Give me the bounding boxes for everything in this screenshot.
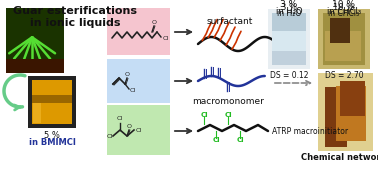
Text: DS = 0.12: DS = 0.12: [270, 71, 308, 80]
Text: Cl: Cl: [200, 112, 208, 118]
Text: O: O: [127, 123, 132, 128]
Bar: [33, 103, 41, 123]
Text: 5 %: 5 %: [44, 131, 60, 140]
Text: DS = 2.70: DS = 2.70: [325, 71, 363, 80]
Bar: [6, 8, 64, 73]
Text: Cl: Cl: [107, 134, 113, 139]
Text: Cl: Cl: [117, 116, 123, 121]
Text: O: O: [152, 20, 156, 25]
Bar: [272, 13, 306, 65]
Bar: [107, 105, 170, 155]
Text: Cl: Cl: [136, 128, 142, 133]
Bar: [336, 86, 366, 141]
Text: in H₂O: in H₂O: [276, 7, 302, 16]
Bar: [330, 18, 350, 43]
Bar: [32, 80, 72, 124]
Text: 10 %: 10 %: [333, 3, 355, 12]
Text: macromonomer: macromonomer: [192, 97, 264, 106]
Text: in BMIMCl: in BMIMCl: [29, 138, 76, 147]
Text: in H₂O: in H₂O: [277, 9, 301, 18]
Text: O: O: [124, 71, 130, 76]
Text: Cl: Cl: [163, 36, 169, 42]
Bar: [272, 31, 306, 51]
Text: 10 %: 10 %: [333, 0, 355, 9]
Text: 3 %: 3 %: [281, 3, 297, 12]
Text: surfactant: surfactant: [207, 17, 253, 26]
Bar: [318, 73, 373, 151]
Bar: [268, 9, 310, 69]
Text: in CHCl₃: in CHCl₃: [328, 9, 359, 18]
Bar: [107, 8, 170, 55]
Bar: [6, 59, 64, 73]
Text: 3 %: 3 %: [280, 0, 297, 9]
Text: Cl: Cl: [130, 89, 136, 94]
Bar: [318, 9, 370, 69]
Bar: [28, 76, 76, 128]
Bar: [325, 87, 347, 147]
Bar: [323, 13, 365, 65]
Text: ATRP macroinitiator: ATRP macroinitiator: [272, 127, 348, 135]
Bar: [107, 59, 170, 103]
Bar: [340, 81, 365, 116]
Bar: [325, 31, 361, 61]
Bar: [32, 95, 72, 103]
Text: Cl: Cl: [236, 137, 244, 143]
Text: Guar esterifications
in ionic liquids: Guar esterifications in ionic liquids: [13, 6, 137, 28]
Text: Cl: Cl: [224, 112, 232, 118]
Text: Chemical network: Chemical network: [301, 153, 378, 162]
Bar: [272, 51, 306, 65]
Text: in CHCl₃: in CHCl₃: [327, 7, 361, 16]
Text: Cl: Cl: [212, 137, 220, 143]
